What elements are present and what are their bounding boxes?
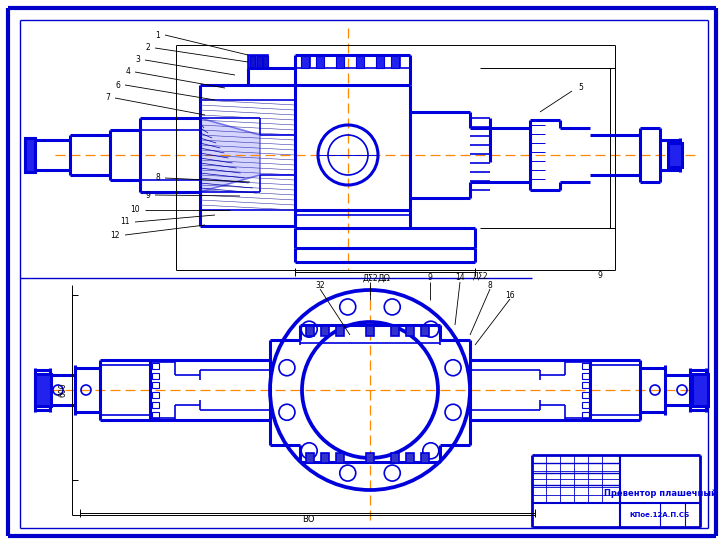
Text: ВО: ВО [302, 515, 314, 523]
Bar [582, 412, 589, 418]
Text: ДΣ2: ДΣ2 [362, 274, 378, 282]
Bar [152, 392, 159, 398]
Text: ДΩ: ДΩ [377, 274, 390, 282]
Polygon shape [200, 118, 260, 192]
Text: 5: 5 [578, 83, 583, 92]
Bar [406, 326, 414, 336]
Bar [257, 56, 262, 67]
Bar [391, 56, 399, 68]
Text: 1: 1 [155, 30, 160, 40]
Bar [582, 382, 589, 388]
Bar [152, 373, 159, 379]
Bar [421, 326, 429, 336]
Bar [301, 56, 309, 68]
Bar [336, 326, 344, 336]
Bar [306, 453, 314, 463]
Text: Превентор плашечный: Превентор плашечный [604, 489, 717, 498]
Bar [35, 374, 51, 406]
Bar [200, 100, 295, 210]
Bar [336, 56, 344, 68]
Bar [263, 56, 268, 67]
Text: 6: 6 [115, 81, 120, 90]
Bar [376, 56, 384, 68]
Text: 8: 8 [155, 174, 160, 182]
Bar [366, 453, 374, 463]
Text: 7: 7 [105, 94, 110, 102]
Bar [152, 412, 159, 418]
Bar [582, 392, 589, 398]
Bar [25, 138, 35, 172]
Text: 11: 11 [120, 218, 130, 226]
Text: 9: 9 [597, 271, 602, 281]
Bar [152, 382, 159, 388]
Bar [391, 326, 399, 336]
Bar [248, 55, 268, 68]
Bar [152, 402, 159, 408]
Bar [316, 56, 324, 68]
Bar [356, 56, 364, 68]
Bar [582, 402, 589, 408]
Text: 9: 9 [428, 274, 432, 282]
Bar [582, 363, 589, 369]
Text: 600: 600 [59, 382, 67, 397]
Text: 12: 12 [111, 231, 120, 239]
Text: 10: 10 [130, 206, 140, 214]
Bar [321, 453, 329, 463]
Bar [336, 453, 344, 463]
Text: 14: 14 [455, 274, 465, 282]
Text: 2: 2 [146, 44, 150, 53]
Bar [250, 56, 255, 67]
Text: КПое.12А.П.СБ: КПое.12А.П.СБ [630, 512, 690, 518]
Text: 3: 3 [135, 55, 140, 65]
Bar [406, 453, 414, 463]
Text: 4: 4 [125, 67, 130, 77]
Bar [668, 143, 682, 167]
Bar [152, 363, 159, 369]
Bar [306, 326, 314, 336]
Text: 8: 8 [488, 281, 492, 289]
Bar [692, 374, 708, 406]
Bar [421, 453, 429, 463]
Text: ДΣ2: ДΣ2 [472, 271, 488, 281]
Bar [366, 326, 374, 336]
Bar [391, 453, 399, 463]
Bar [321, 326, 329, 336]
Bar [582, 373, 589, 379]
Text: 9: 9 [145, 190, 150, 200]
Text: 16: 16 [505, 290, 515, 300]
Text: 32: 32 [315, 281, 325, 289]
